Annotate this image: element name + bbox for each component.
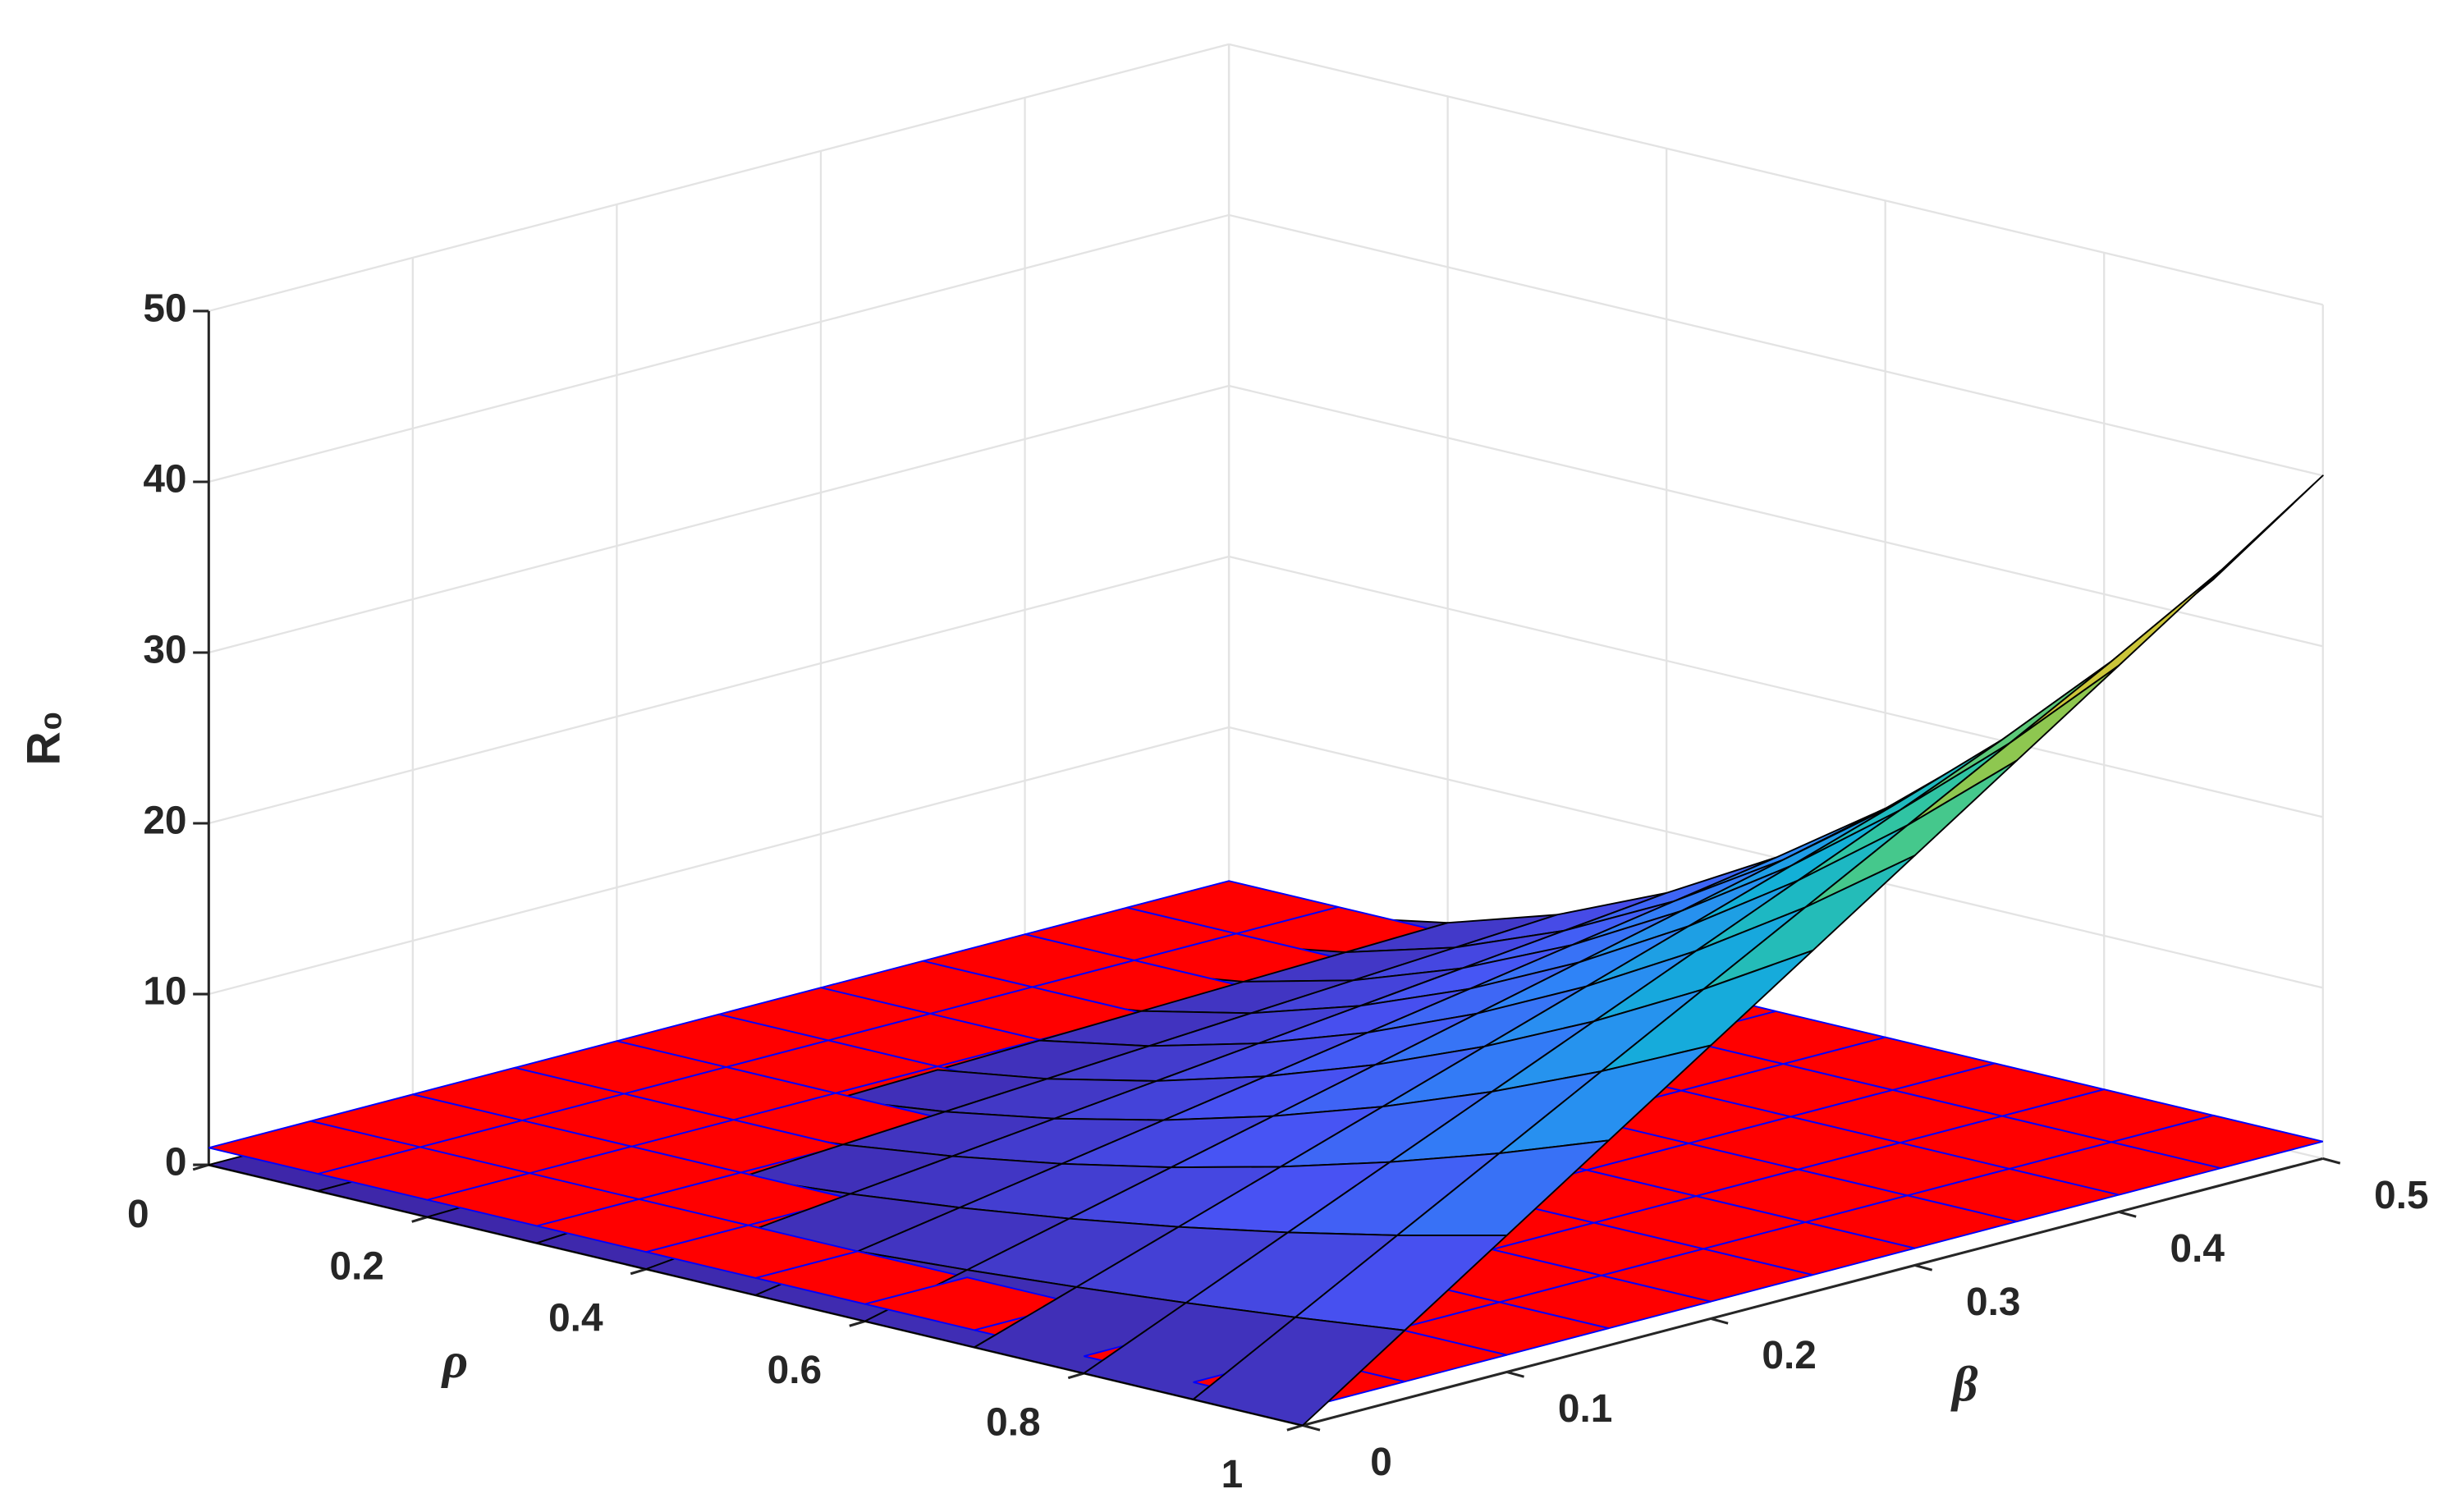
x-tick-label: 0.2	[330, 1244, 384, 1288]
grid-line	[1228, 213, 2324, 477]
y-tick-label: 0.3	[1966, 1281, 2020, 1324]
y-tick	[2322, 1157, 2341, 1165]
x-tick	[1286, 1423, 1304, 1432]
y-tick-label: 0.4	[2170, 1227, 2225, 1271]
grid-line	[1228, 43, 2324, 306]
z-tick-label: 30	[143, 629, 186, 672]
z-tick-label: 50	[143, 287, 186, 331]
grid-line	[209, 726, 1230, 996]
z-tick-label: 10	[143, 970, 186, 1014]
grid-line	[1228, 555, 2324, 818]
z-tick-label: 40	[143, 458, 186, 502]
grid-line	[209, 384, 1230, 654]
y-tick	[2118, 1210, 2137, 1218]
y-tick	[1302, 1423, 1321, 1432]
x-tick	[630, 1267, 647, 1276]
x-tick-label: 1	[1221, 1453, 1244, 1496]
x-tick-label: 0.8	[986, 1401, 1040, 1445]
grid-line	[1228, 384, 2324, 648]
x-tick	[411, 1216, 428, 1223]
surface-face	[2110, 474, 2324, 662]
grid-line	[209, 555, 1230, 825]
surface-face	[1899, 660, 2113, 811]
x-tick	[192, 1163, 209, 1171]
y-tick-label: 0.2	[1762, 1334, 1816, 1377]
x-axis-label: ρ	[441, 1333, 469, 1389]
x-tick-label: 0.4	[548, 1297, 603, 1340]
surface-face	[1906, 664, 2120, 827]
z-tick-label: 20	[143, 800, 186, 843]
x-tick	[849, 1320, 866, 1327]
z-axis-label: R₀	[18, 710, 71, 765]
x-tick-label: 0.6	[768, 1349, 822, 1392]
surface-face	[1192, 1316, 1406, 1427]
y-axis	[1302, 1157, 2324, 1427]
y-axis-label: β	[1950, 1357, 1978, 1413]
y-tick	[1506, 1370, 1524, 1378]
y-tick-label: 0	[1370, 1441, 1392, 1484]
y-tick	[1710, 1317, 1729, 1325]
x-tick	[1067, 1372, 1084, 1380]
y-tick	[1914, 1263, 1933, 1271]
y-tick-label: 0.1	[1558, 1387, 1612, 1431]
grid-line	[209, 43, 1230, 313]
z-tick-label: 0	[165, 1141, 187, 1184]
y-tick-label: 0.5	[2374, 1174, 2428, 1217]
x-tick-label: 0	[127, 1193, 149, 1236]
grid-line	[209, 213, 1230, 483]
